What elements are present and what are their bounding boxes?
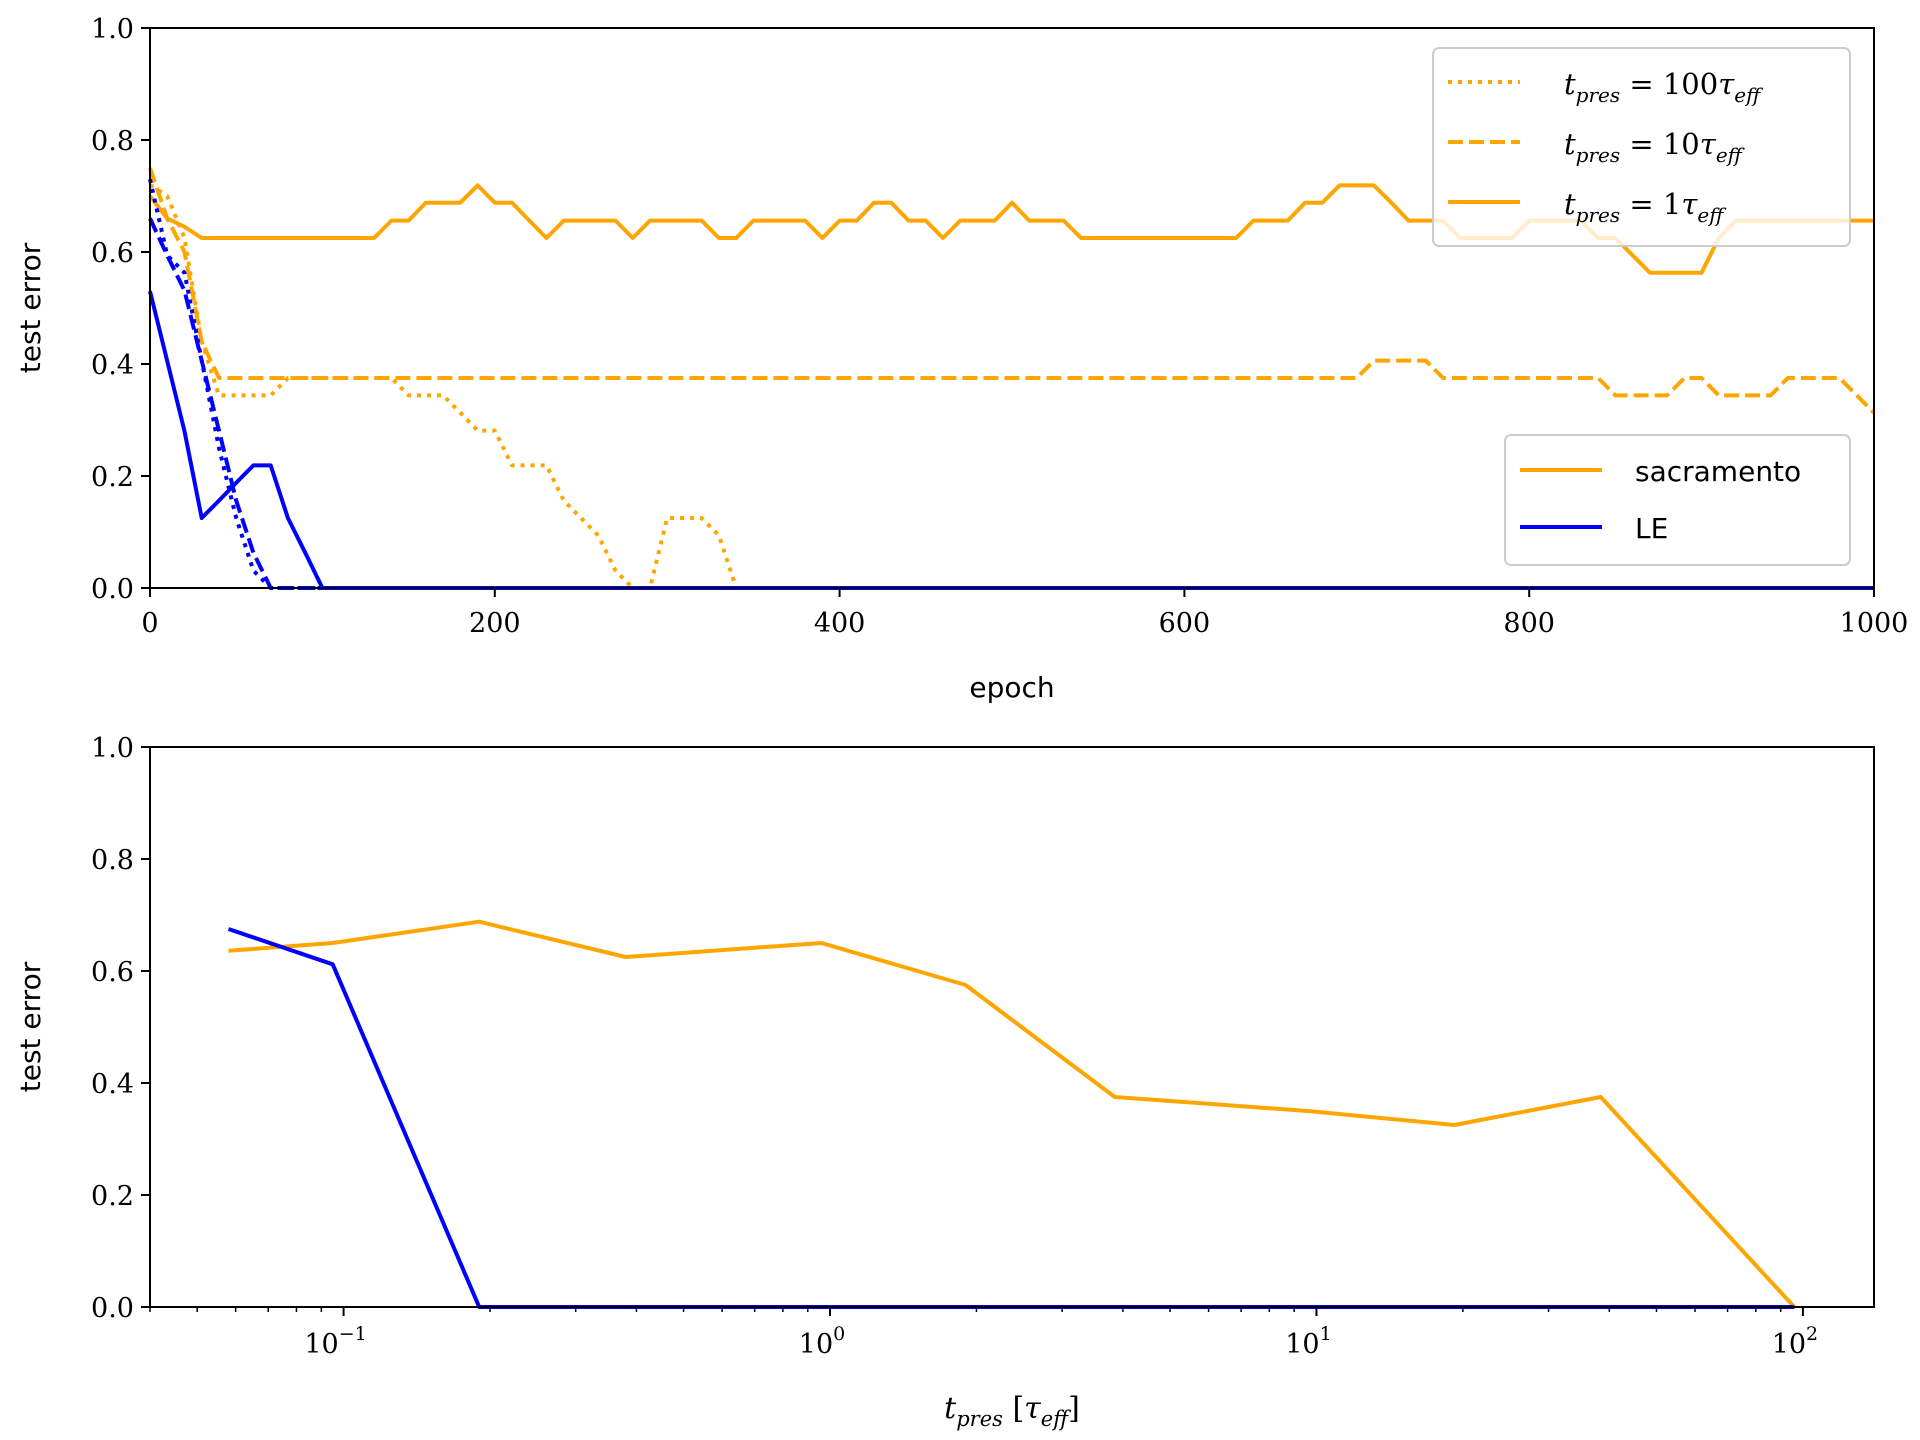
y-tick-label: 0.6 — [91, 957, 134, 988]
y-tick-label: 0.2 — [91, 462, 134, 493]
legend-le-label: LE — [1635, 512, 1668, 545]
x-tick-label: 0 — [141, 608, 158, 639]
legend-t-pres-100: tpres = 100τeff — [1564, 67, 1764, 107]
series-le-solid-line — [148, 290, 1874, 590]
top-panel: 0 200 400 600 800 1000 0.0 0.2 0.4 0.6 0.8 1.0 epo… — [14, 14, 1908, 704]
y-tick-label: 1.0 — [91, 14, 134, 45]
top-y-ticks: 0.0 0.2 0.4 0.6 0.8 1.0 — [91, 14, 150, 605]
legend-linestyle: tpres = 100τeff tpres = 10τeff tpres = 1… — [1432, 47, 1851, 247]
series-le-line — [227, 927, 1795, 1309]
y-tick-label: 0.8 — [91, 126, 134, 157]
y-tick-label: 0.0 — [91, 574, 134, 605]
bottom-axes-frame — [149, 746, 1875, 1308]
legend-model: sacramento LE — [1504, 434, 1851, 566]
legend-model-frame — [1504, 434, 1851, 566]
top-x-ticks: 0 200 400 600 800 1000 — [141, 588, 1908, 639]
series-sacramento-line — [228, 919, 1796, 1309]
top-y-axis-label: test error — [14, 242, 47, 373]
y-tick-label: 0.6 — [91, 238, 134, 269]
y-tick-label: 0.2 — [91, 1181, 134, 1212]
x-tick-label: 200 — [469, 608, 521, 639]
x-tick-label: 10−1 — [304, 1323, 366, 1360]
x-tick-label: 800 — [1503, 608, 1555, 639]
x-tick-label: 600 — [1159, 608, 1211, 639]
x-tick-label: 100 — [799, 1323, 845, 1360]
x-tick-label: 102 — [1772, 1323, 1818, 1360]
y-tick-label: 0.4 — [91, 1069, 134, 1100]
y-tick-label: 1.0 — [91, 733, 134, 764]
legend-linestyle-frame — [1432, 47, 1851, 247]
top-x-axis-label: epoch — [969, 671, 1054, 704]
y-tick-label: 0.8 — [91, 845, 134, 876]
bottom-x-ticks: 10−1 100 101 102 — [149, 1307, 1818, 1360]
bottom-y-ticks: 0.0 0.2 0.4 0.6 0.8 1.0 — [91, 733, 150, 1324]
top-axes-frame — [149, 27, 1875, 589]
series-le-dashed-line — [148, 217, 1874, 590]
x-tick-label: 400 — [814, 608, 866, 639]
y-tick-label: 0.4 — [91, 350, 134, 381]
legend-t-pres-10: tpres = 10τeff — [1564, 127, 1746, 167]
x-tick-label: 1000 — [1840, 608, 1909, 639]
bottom-y-axis-label: test error — [14, 961, 47, 1092]
bottom-x-axis-label: tpres [τeff] — [944, 1391, 1080, 1431]
bottom-panel: 10−1 100 101 102 0.0 0.2 0.4 0.6 0.8 1.0 tpres [… — [14, 733, 1875, 1431]
series-le-dotted-line — [148, 178, 1874, 590]
x-tick-label: 101 — [1285, 1323, 1331, 1360]
y-tick-label: 0.0 — [91, 1293, 134, 1324]
bottom-series-group — [227, 919, 1796, 1309]
series-sacramento-dashed-line — [148, 167, 1876, 415]
legend-sacramento-label: sacramento — [1635, 455, 1801, 488]
